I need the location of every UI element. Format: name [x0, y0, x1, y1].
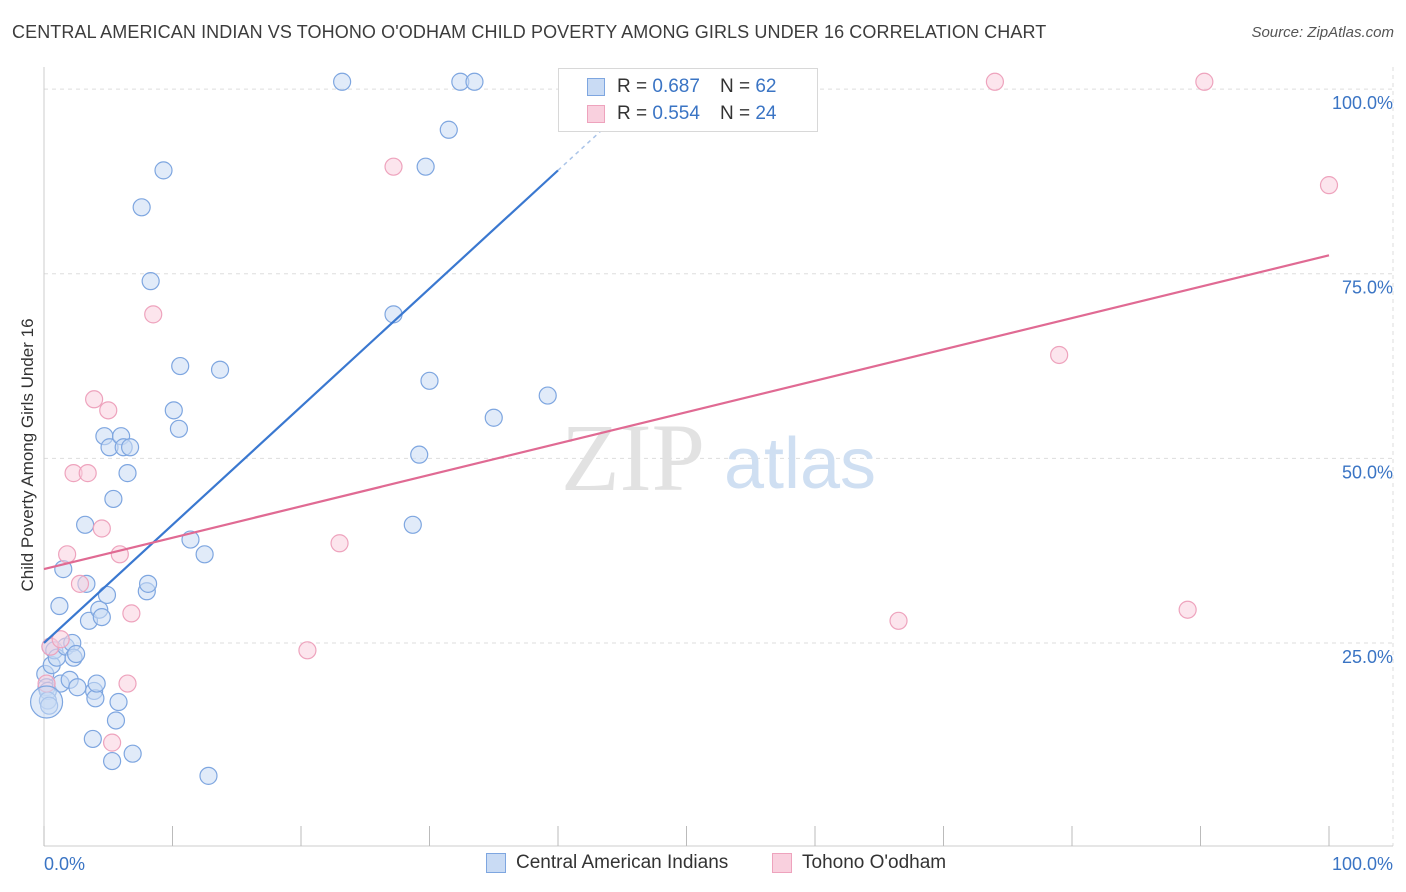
data-point [76, 515, 95, 534]
data-point [120, 438, 140, 457]
data-point [51, 630, 70, 649]
data-point [330, 534, 349, 553]
legend-swatch-pink [772, 853, 792, 873]
series-points-0 [36, 72, 557, 785]
data-point [132, 198, 151, 217]
data-point [78, 464, 97, 483]
data-point [416, 157, 435, 176]
legend-swatch-blue [486, 853, 506, 873]
data-point [420, 371, 439, 390]
data-point [484, 408, 503, 427]
data-point [410, 445, 429, 464]
x-tick-label: 100.0% [1332, 854, 1393, 874]
axes [43, 67, 1393, 847]
data-point [92, 607, 111, 627]
data-point [68, 678, 87, 697]
data-point [103, 733, 122, 752]
data-point [889, 611, 908, 630]
legend-n-value: 24 [755, 103, 777, 124]
data-point-large [29, 685, 64, 719]
legend-r-value: 0.554 [652, 103, 700, 124]
data-point [195, 545, 214, 564]
data-point [141, 272, 160, 291]
legend-swatch-pink [587, 105, 605, 123]
data-point [171, 356, 190, 376]
data-point [58, 545, 77, 564]
source-label: Source: ZipAtlas.com [1251, 24, 1394, 41]
trend-line-1 [43, 254, 1330, 571]
data-point [99, 401, 118, 420]
legend-row-tohono: R = 0.554 N = 24 [587, 102, 776, 126]
y-tick-label: 50.0% [1342, 462, 1393, 482]
data-point [87, 674, 106, 693]
data-point [70, 574, 90, 593]
data-point [298, 641, 317, 660]
legend-row-central-american: R = 0.687 N = 62 [587, 75, 776, 99]
legend-series-label: Tohono O'odham [802, 852, 947, 873]
legend-n-label: N = [719, 76, 751, 97]
data-point [985, 72, 1005, 91]
data-point [97, 585, 117, 605]
legend-series-label: Central American Indians [516, 852, 729, 873]
watermark-atlas: atlas [724, 424, 876, 504]
y-tick-label: 75.0% [1342, 278, 1393, 298]
legend-r-label: R = [617, 103, 648, 124]
y-tick-label: 100.0% [1332, 93, 1393, 113]
data-point [164, 401, 183, 420]
data-point [104, 489, 123, 509]
legend-r-label: R = [617, 76, 648, 97]
legend-item-central-american[interactable]: Central American Indians [486, 852, 728, 874]
data-point [1195, 72, 1214, 91]
data-point [123, 744, 142, 763]
watermark-zip: ZIP [561, 404, 705, 511]
data-point [106, 711, 126, 730]
legend-n-label: N = [719, 103, 751, 124]
data-point [85, 390, 104, 409]
data-point [83, 729, 102, 749]
trend-line-extension-0 [557, 128, 604, 171]
data-point [92, 519, 111, 538]
data-point [144, 305, 163, 324]
data-point [538, 386, 557, 405]
data-point [103, 751, 122, 771]
data-point [138, 574, 158, 593]
series-points-1 [37, 72, 1339, 752]
tick-labels: 25.0% 50.0% 75.0% 100.0% 0.0% 100.0% [44, 93, 1393, 874]
chart-title: CENTRAL AMERICAN INDIAN VS TOHONO O'ODHA… [12, 22, 1047, 42]
y-tick-label: 25.0% [1342, 647, 1393, 667]
data-point [50, 596, 69, 616]
data-point [118, 464, 137, 483]
x-tick-label: 0.0% [44, 854, 85, 874]
data-point [154, 161, 173, 180]
data-point [333, 72, 352, 91]
data-point [1178, 600, 1197, 619]
watermark: ZIP atlas [561, 404, 876, 511]
data-point [1050, 345, 1069, 365]
data-point [109, 692, 128, 712]
data-point [1319, 176, 1339, 195]
legend-n-value: 62 [755, 76, 777, 97]
data-point [67, 644, 86, 664]
legend-r-value: 0.687 [652, 76, 700, 97]
data-point [118, 674, 137, 693]
data-point [199, 766, 218, 785]
data-point [465, 72, 484, 91]
data-point [439, 120, 458, 139]
data-point [384, 157, 403, 176]
data-point [403, 515, 422, 534]
trend-lines [43, 128, 1330, 644]
data-point [122, 604, 141, 623]
legend-item-tohono[interactable]: Tohono O'odham [772, 852, 946, 874]
correlation-legend: R = 0.687 N = 62 R = 0.554 N = 24 [558, 68, 818, 132]
data-point [169, 419, 189, 438]
trend-line-0 [43, 169, 559, 644]
legend-swatch-blue [587, 78, 605, 96]
data-point [210, 360, 230, 379]
